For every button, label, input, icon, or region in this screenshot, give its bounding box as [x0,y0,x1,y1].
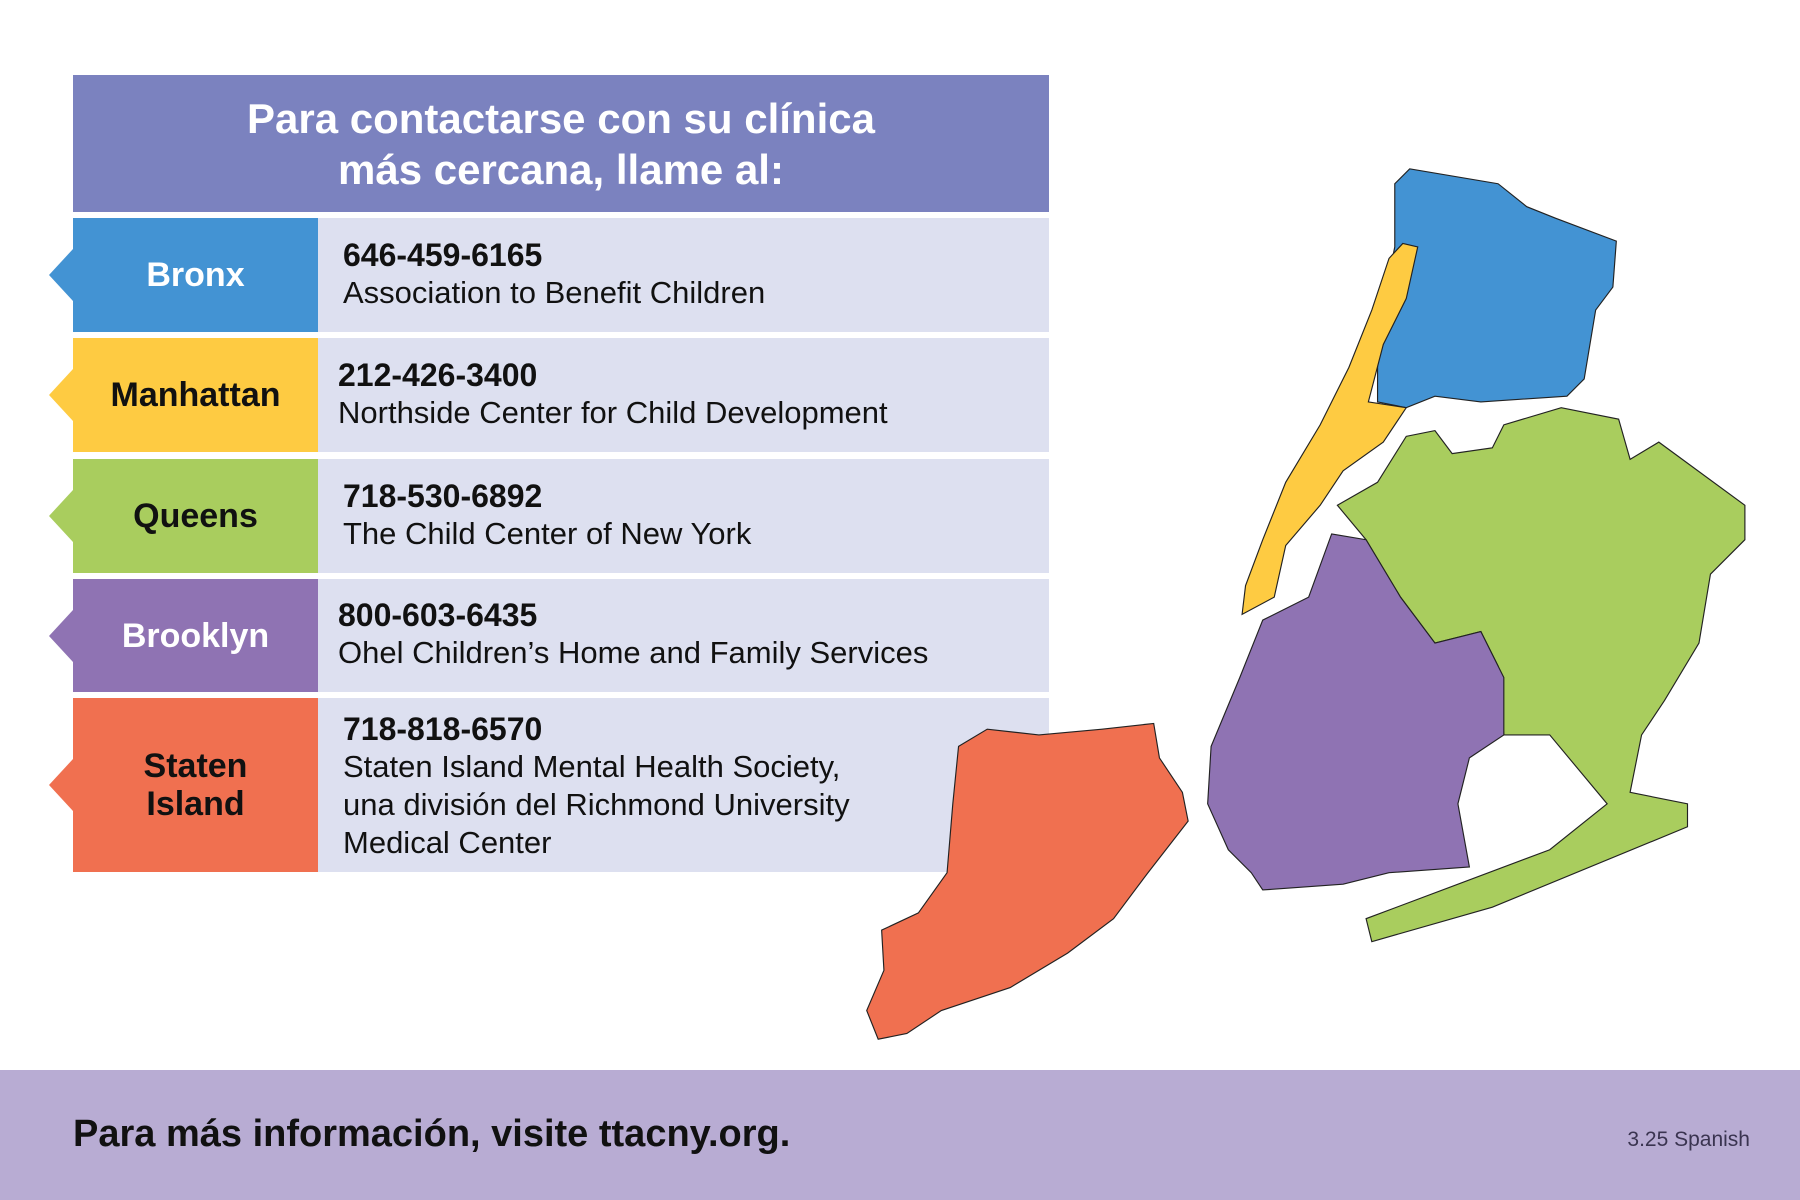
borough-label-staten-island: Staten Island [49,698,318,872]
borough-row-queens: Queens 718-530-6892 The Child Center of … [49,459,1049,573]
organization-name-line-1: Staten Island Mental Health Society, [343,749,841,784]
version-label: 3.25 Spanish [1627,1128,1750,1151]
borough-label-queens: Queens [49,459,318,573]
footer-info-link[interactable]: Para más información, visite ttacny.org. [73,1113,791,1155]
organization-name: Ohel Children’s Home and Family Services [338,635,929,670]
map-brooklyn [1207,533,1505,891]
map-queens [1336,407,1746,943]
phone-number[interactable]: 646-459-6165 [343,237,543,273]
borough-label-brooklyn: Brooklyn [49,579,318,692]
label-line-2: Island [146,785,245,823]
phone-number[interactable]: 718-530-6892 [343,478,543,514]
phone-number[interactable]: 718-818-6570 [343,711,543,747]
organization-name: The Child Center of New York [343,516,752,551]
phone-number[interactable]: 800-603-6435 [338,597,538,633]
borough-row-bronx: Bronx 646-459-6165 Association to Benefi… [49,218,1049,332]
map-bronx [1376,168,1617,409]
organization-name-line-3: Medical Center [343,825,552,860]
footer-bar: Para más información, visite ttacny.org.… [0,1070,1800,1200]
header-line-1: Para contactarse con su clínica [247,94,875,142]
map-manhattan [1241,242,1419,616]
phone-number[interactable]: 212-426-3400 [338,357,538,393]
borough-row-brooklyn: Brooklyn 800-603-6435 Ohel Children’s Ho… [49,579,1049,692]
label-line-1: Staten [143,747,248,785]
header-line-2: más cercana, llame al: [338,145,784,193]
borough-label-bronx: Bronx [49,218,318,332]
organization-name: Northside Center for Child Development [338,395,888,430]
header-banner: Para contactarse con su clínica más cerc… [73,75,1049,212]
borough-row-manhattan: Manhattan 212-426-3400 Northside Center … [49,338,1049,452]
organization-name: Association to Benefit Children [343,275,766,310]
borough-row-staten-island: Staten Island 718-818-6570 Staten Island… [49,698,1049,872]
organization-name-line-2: una división del Richmond University [343,787,850,822]
borough-label-manhattan: Manhattan [49,338,318,452]
